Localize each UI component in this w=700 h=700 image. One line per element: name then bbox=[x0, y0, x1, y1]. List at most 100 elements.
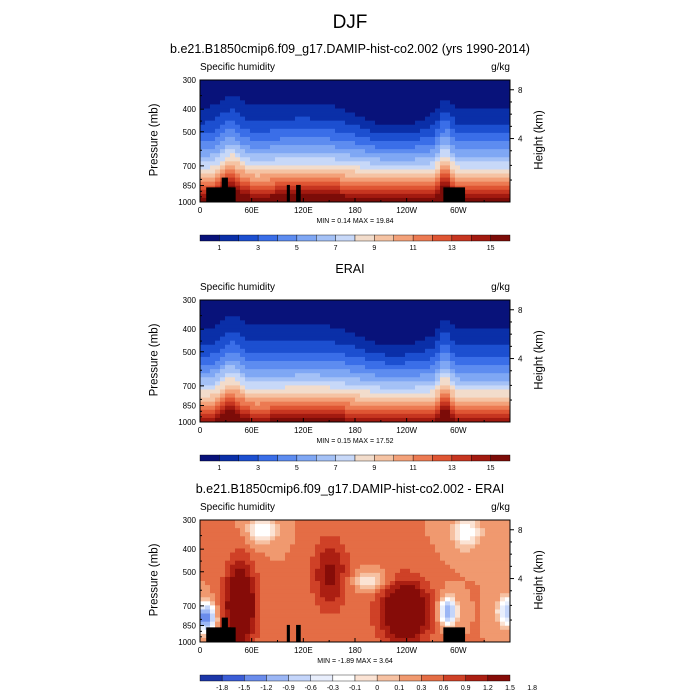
heatmap-cell bbox=[205, 405, 211, 411]
heatmap-cell bbox=[480, 112, 486, 117]
heatmap-cell bbox=[455, 80, 461, 85]
heatmap-cell bbox=[385, 352, 391, 358]
heatmap-cell bbox=[350, 629, 356, 635]
heatmap-cell bbox=[395, 332, 401, 337]
heatmap-cell bbox=[280, 397, 286, 403]
heatmap-cell bbox=[250, 572, 256, 578]
heatmap-cell bbox=[375, 88, 381, 93]
heatmap-cell bbox=[300, 161, 306, 166]
heatmap-cell bbox=[245, 324, 251, 329]
heatmap-cell bbox=[300, 157, 306, 162]
heatmap-cell bbox=[345, 136, 351, 142]
heatmap-cell bbox=[255, 377, 261, 382]
heatmap-cell bbox=[480, 336, 486, 342]
heatmap-cell bbox=[225, 332, 231, 337]
heatmap-cell bbox=[265, 128, 271, 134]
heatmap-cell bbox=[435, 185, 441, 191]
heatmap-cell bbox=[375, 552, 381, 557]
heatmap-cell bbox=[365, 193, 371, 199]
colorbar-label: 15 bbox=[487, 465, 495, 472]
heatmap-cell bbox=[350, 564, 356, 570]
heatmap-cell bbox=[295, 393, 301, 398]
heatmap-cell bbox=[355, 124, 361, 130]
heatmap-cell bbox=[255, 609, 261, 614]
heatmap-cell bbox=[210, 528, 216, 533]
heatmap-cell bbox=[310, 173, 316, 178]
heatmap-cell bbox=[320, 112, 326, 117]
heatmap-cell bbox=[450, 141, 456, 146]
heatmap-cell bbox=[210, 564, 216, 570]
panel-model: b.e21.B1850cmip6.f09_g17.DAMIP-hist-co2.… bbox=[0, 42, 700, 257]
colorbar-segment bbox=[374, 454, 394, 462]
heatmap-cell bbox=[235, 197, 241, 203]
heatmap-cell bbox=[285, 312, 291, 317]
heatmap-cell bbox=[235, 189, 241, 195]
heatmap-cell bbox=[500, 320, 506, 325]
heatmap-cell bbox=[340, 564, 346, 570]
heatmap-cell bbox=[380, 308, 386, 313]
heatmap-cell bbox=[500, 361, 506, 366]
heatmap-cell bbox=[495, 352, 501, 358]
heatmap-cell bbox=[230, 88, 236, 93]
heatmap-cell bbox=[320, 344, 326, 350]
heatmap-cell bbox=[350, 381, 356, 386]
heatmap-cell bbox=[410, 377, 416, 382]
heatmap-cell bbox=[275, 568, 281, 574]
heatmap-cell bbox=[310, 633, 316, 639]
heatmap-cell bbox=[210, 544, 216, 549]
heatmap-cell bbox=[365, 564, 371, 570]
heatmap-cell bbox=[300, 373, 306, 378]
x-tick-label: 0 bbox=[198, 206, 203, 215]
heatmap-cell bbox=[230, 177, 236, 183]
heatmap-cell bbox=[375, 92, 381, 97]
heatmap-cell bbox=[315, 385, 321, 390]
heatmap-cell bbox=[240, 344, 246, 350]
heatmap-cell bbox=[260, 352, 266, 358]
heatmap-cell bbox=[270, 556, 276, 562]
heatmap-cell bbox=[505, 381, 511, 386]
heatmap-cell bbox=[295, 80, 301, 85]
heatmap-cell bbox=[500, 104, 506, 109]
heatmap-cell bbox=[200, 397, 206, 403]
heatmap-cell bbox=[215, 572, 221, 578]
heatmap-cell bbox=[215, 605, 221, 610]
heatmap-cell bbox=[430, 320, 436, 325]
heatmap-cell bbox=[285, 165, 291, 170]
heatmap-cell bbox=[440, 344, 446, 350]
heatmap-cell bbox=[495, 389, 501, 394]
heatmap-cell bbox=[420, 381, 426, 386]
heatmap-cell bbox=[405, 145, 411, 150]
heatmap-cell bbox=[445, 149, 451, 154]
heatmap-cell bbox=[330, 344, 336, 350]
heatmap-cell bbox=[260, 629, 266, 635]
heatmap-cell bbox=[405, 116, 411, 122]
heatmap-cell bbox=[290, 373, 296, 378]
heatmap-cell bbox=[355, 197, 361, 203]
heatmap-cell bbox=[485, 132, 491, 138]
heatmap-cell bbox=[230, 365, 236, 370]
heatmap-cell bbox=[290, 124, 296, 130]
heatmap-cell bbox=[360, 377, 366, 382]
heatmap-cell bbox=[320, 556, 326, 562]
heatmap-cell bbox=[210, 393, 216, 398]
heatmap-cell bbox=[435, 145, 441, 150]
heatmap-cell bbox=[375, 524, 381, 529]
heatmap-cell bbox=[470, 377, 476, 382]
heatmap-cell bbox=[470, 393, 476, 398]
heatmap-cell bbox=[395, 373, 401, 378]
heatmap-cell bbox=[320, 377, 326, 382]
heatmap-cell bbox=[390, 393, 396, 398]
heatmap-cell bbox=[355, 369, 361, 374]
heatmap-cell bbox=[250, 401, 256, 407]
heatmap-cell bbox=[345, 621, 351, 627]
heatmap-cell bbox=[250, 544, 256, 549]
heatmap-cell bbox=[340, 413, 346, 419]
heatmap-cell bbox=[250, 637, 256, 643]
heatmap-cell bbox=[255, 185, 261, 191]
heatmap-cell bbox=[305, 356, 311, 362]
heatmap-cell bbox=[220, 356, 226, 362]
heatmap-cell bbox=[375, 96, 381, 101]
heatmap-cell bbox=[465, 393, 471, 398]
heatmap-cell bbox=[450, 361, 456, 366]
heatmap-cell bbox=[290, 544, 296, 549]
